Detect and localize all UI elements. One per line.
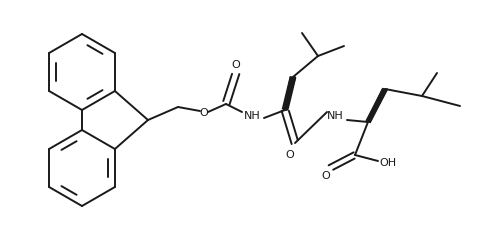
Text: O: O [321,171,330,181]
Text: O: O [200,108,208,118]
Text: NH: NH [326,111,344,121]
Polygon shape [284,77,295,110]
Text: O: O [286,150,294,160]
Text: OH: OH [379,158,396,168]
Text: O: O [231,60,240,70]
Polygon shape [367,89,387,122]
Text: NH: NH [243,111,261,121]
